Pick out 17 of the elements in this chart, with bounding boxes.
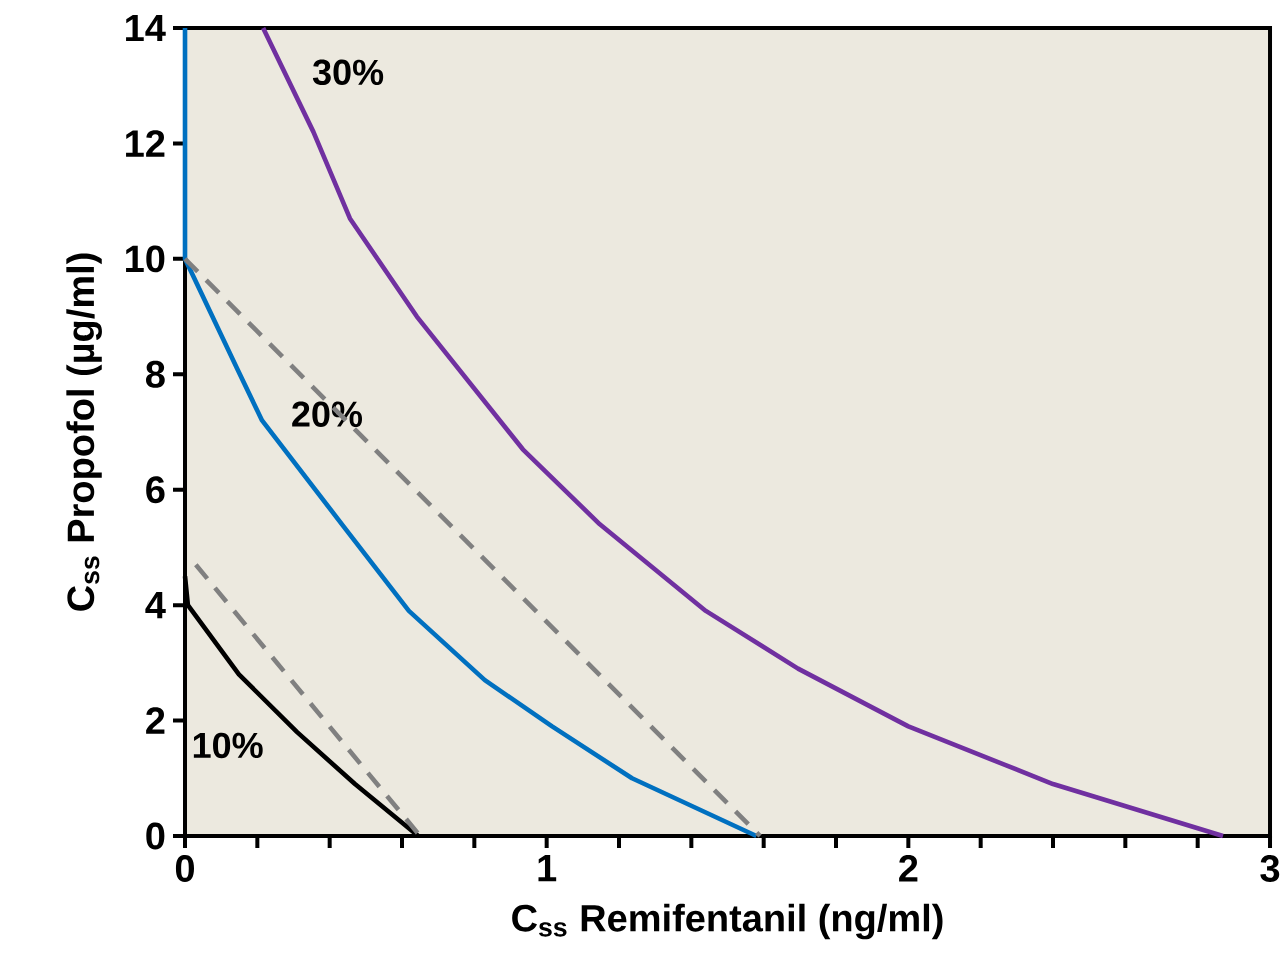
y-tick-label: 2 [146,707,165,734]
x-tick-label: 3 [1260,855,1280,883]
y-tick-label: 12 [126,130,165,157]
y-tick-label: 0 [146,822,165,850]
x-axis-title: C$_{ss}$ Remifentanil (ng/ml) [512,903,943,940]
y-tick-label: 6 [146,476,165,504]
series-label: 30% [312,59,384,86]
y-tick-label: 8 [146,360,165,388]
x-tick-label: 1 [538,855,557,882]
series-label: 20% [292,401,362,427]
x-tick-label: 2 [899,855,918,882]
y-tick-label: 14 [126,14,166,42]
series-label: 10% [193,732,263,759]
y-tick-label: 10 [126,245,165,273]
x-tick-label: 0 [175,855,195,882]
y-tick-label: 4 [145,592,166,619]
y-axis-title: C$_{ss}$ Propofol (µg/ml) [66,253,102,611]
